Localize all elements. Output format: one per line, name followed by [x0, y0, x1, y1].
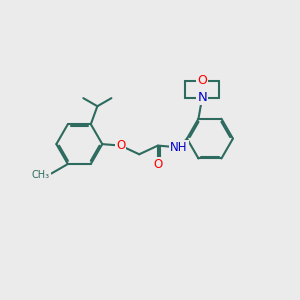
Text: CH₃: CH₃: [32, 170, 50, 180]
Text: O: O: [153, 158, 163, 171]
Text: O: O: [197, 74, 207, 87]
Text: N: N: [197, 91, 207, 104]
Text: O: O: [116, 139, 125, 152]
Text: NH: NH: [170, 141, 188, 154]
